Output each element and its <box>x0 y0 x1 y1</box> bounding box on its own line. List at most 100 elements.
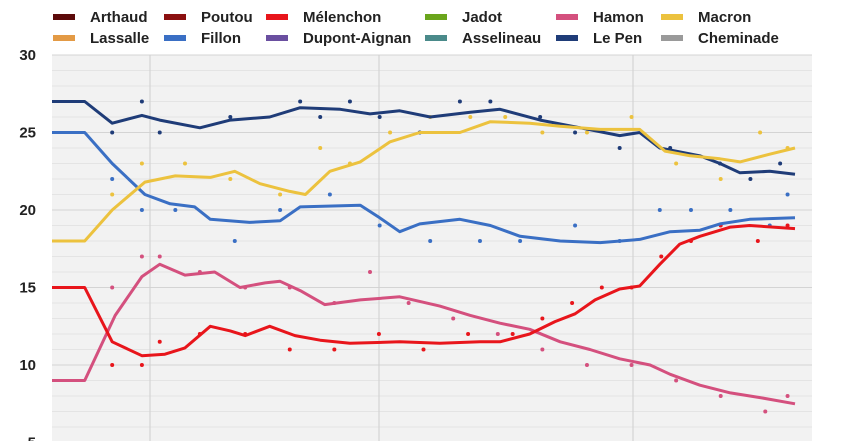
poll-point-fillon <box>278 208 283 212</box>
poll-point-le-pen <box>457 99 462 104</box>
legend-label-lassalle: Lassalle <box>90 30 149 47</box>
poll-point-hamon <box>157 254 162 259</box>
legend-swatch-melenchon <box>266 14 288 20</box>
legend-label-asselineau: Asselineau <box>462 30 541 47</box>
poll-point-le-pen <box>488 99 493 104</box>
poll-point-fillon <box>428 239 433 243</box>
poll-point-melenchon <box>157 339 162 344</box>
poll-point-melenchon <box>785 223 790 228</box>
poll-point-macron <box>182 161 187 166</box>
poll-point-le-pen <box>377 115 382 119</box>
poll-point-fillon <box>785 192 790 197</box>
poll-point-melenchon <box>755 239 760 243</box>
legend-label-fillon: Fillon <box>201 30 241 47</box>
poll-point-macron <box>758 130 763 135</box>
poll-point-hamon <box>629 363 634 367</box>
y-axis: 5 10 15 20 25 30 <box>19 47 36 446</box>
legend-swatch-poutou <box>164 14 186 20</box>
poll-point-melenchon <box>421 347 426 352</box>
legend-swatch-le-pen <box>556 35 578 41</box>
poll-point-le-pen <box>778 161 783 166</box>
legend-swatch-lassalle <box>53 35 75 41</box>
y-tick-label: 10 <box>19 357 36 374</box>
poll-point-macron <box>540 130 545 135</box>
legend-label-poutou: Poutou <box>201 9 253 26</box>
poll-point-fillon <box>110 177 115 181</box>
poll-point-le-pen <box>139 99 144 104</box>
y-tick-label: 15 <box>19 280 36 297</box>
poll-point-macron <box>228 177 233 181</box>
legend-swatch-dupont-aignan <box>266 35 288 41</box>
legend-swatch-arthaud <box>53 14 75 20</box>
series-line-hamon <box>52 262 796 406</box>
legend-swatch-asselineau <box>425 35 447 41</box>
poll-point-macron <box>139 161 144 166</box>
poll-point-melenchon <box>110 363 115 367</box>
poll-point-macron <box>674 161 679 166</box>
poll-point-le-pen <box>748 177 753 181</box>
series-line-melenchon <box>52 224 796 358</box>
poll-point-fillon <box>477 239 482 243</box>
series-lines <box>52 100 796 406</box>
poll-point-macron <box>629 115 634 119</box>
poll-point-fillon <box>688 208 693 212</box>
poll-point-fillon <box>139 208 144 212</box>
poll-point-fillon <box>173 208 178 212</box>
poll-point-fillon <box>232 239 237 243</box>
poll-point-hamon <box>451 316 456 321</box>
poll-point-hamon <box>584 363 589 367</box>
poll-point-macron <box>278 192 283 197</box>
poll-point-melenchon <box>376 332 381 336</box>
poll-point-macron <box>388 130 393 135</box>
legend-swatch-jadot <box>425 14 447 20</box>
poll-point-melenchon <box>540 316 545 321</box>
poll-point-hamon <box>785 394 790 398</box>
series-line-macron <box>52 120 796 243</box>
poll-point-hamon <box>139 254 144 259</box>
legend-label-cheminade: Cheminade <box>698 30 779 47</box>
poll-point-melenchon <box>599 285 604 290</box>
poll-point-hamon <box>368 270 373 274</box>
poll-point-le-pen <box>110 130 115 135</box>
poll-point-le-pen <box>617 146 622 150</box>
poll-point-melenchon <box>659 254 664 259</box>
poll-point-macron <box>318 146 323 150</box>
y-tick-label: 5 <box>28 435 36 442</box>
series-line-fillon <box>52 131 796 245</box>
legend-swatch-cheminade <box>661 35 683 41</box>
poll-point-macron <box>503 115 508 119</box>
poll-point-fillon <box>377 223 382 228</box>
poll-point-hamon <box>110 285 115 290</box>
poll-point-hamon <box>763 409 768 414</box>
poll-point-melenchon <box>139 363 144 367</box>
poll-point-fillon <box>518 239 523 243</box>
poll-point-melenchon <box>510 332 515 336</box>
y-tick-label: 20 <box>19 202 36 219</box>
poll-point-melenchon <box>570 301 575 305</box>
poll-point-hamon <box>540 347 545 352</box>
poll-point-hamon <box>495 332 500 336</box>
poll-point-le-pen <box>573 130 578 135</box>
poll-point-melenchon <box>287 347 292 352</box>
legend-swatch-fillon <box>164 35 186 41</box>
poll-point-le-pen <box>298 99 303 104</box>
legend-label-dupont-aignan: Dupont-Aignan <box>303 30 411 47</box>
poll-point-fillon <box>573 223 578 228</box>
legend-label-hamon: Hamon <box>593 9 644 26</box>
poll-point-fillon <box>728 208 733 212</box>
poll-point-le-pen <box>157 130 162 135</box>
poll-point-melenchon <box>332 347 337 352</box>
poll-point-le-pen <box>538 115 543 119</box>
poll-point-hamon <box>718 394 723 398</box>
poll-point-macron <box>110 192 115 197</box>
legend-label-melenchon: Mélenchon <box>303 9 381 26</box>
legend-label-le-pen: Le Pen <box>593 30 642 47</box>
y-tick-label: 30 <box>19 47 36 64</box>
poll-point-macron <box>718 177 723 181</box>
poll-point-le-pen <box>228 115 233 119</box>
poll-point-hamon <box>674 378 679 383</box>
legend-label-arthaud: Arthaud <box>90 9 148 26</box>
poll-point-le-pen <box>347 99 352 104</box>
poll-point-fillon <box>657 208 662 212</box>
